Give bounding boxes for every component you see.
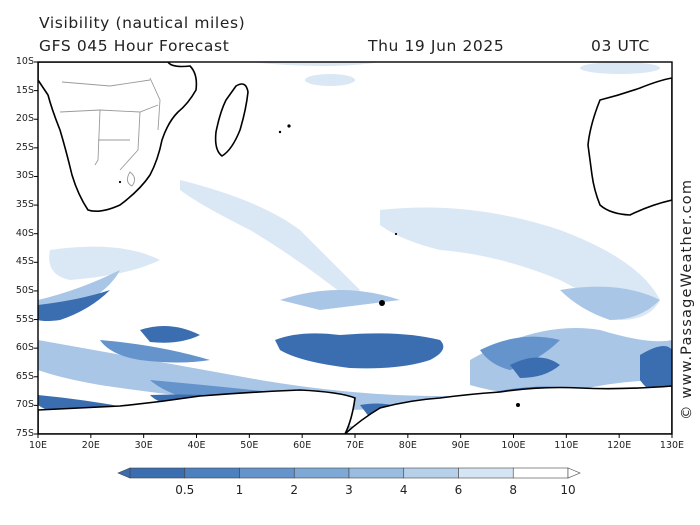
colorbar-swatch bbox=[458, 467, 514, 479]
longitude-label: 10E bbox=[28, 440, 48, 451]
colorbar-swatch bbox=[129, 467, 186, 479]
latitude-label: 65S bbox=[15, 370, 34, 382]
latitude-label: 30S bbox=[15, 170, 34, 182]
latitude-label: 60S bbox=[15, 342, 34, 354]
colorbar-label: 8 bbox=[509, 483, 518, 497]
colorbar-label: 6 bbox=[454, 483, 463, 497]
colorbar-low-arrow bbox=[117, 467, 131, 479]
longitude-label: 100E bbox=[501, 440, 526, 451]
visibility-colorbar bbox=[117, 467, 581, 479]
latitude-label: 10S bbox=[15, 56, 34, 67]
colorbar-swatch bbox=[239, 467, 295, 479]
longitude-label: 50E bbox=[240, 440, 259, 451]
country-borders bbox=[59, 77, 161, 187]
colorbar-high-arrow bbox=[567, 467, 581, 479]
longitude-label: 130E bbox=[659, 440, 685, 451]
map-title: Visibility (nautical miles) bbox=[39, 14, 246, 32]
latitude-label: 50S bbox=[15, 284, 34, 296]
colorbar-swatch bbox=[293, 467, 350, 479]
longitude-label: 120E bbox=[607, 440, 632, 451]
colorbar-label: 0.5 bbox=[175, 483, 195, 497]
latitude-label: 70S bbox=[15, 399, 34, 411]
longitude-label: 40E bbox=[187, 440, 206, 451]
latitude-label: 40S bbox=[15, 227, 34, 239]
colorbar-label: 1 bbox=[235, 483, 244, 497]
forecast-time: 03 UTC bbox=[591, 37, 650, 55]
copyright-text: © www.PassageWeather.com bbox=[679, 178, 695, 420]
latitude-label: 25S bbox=[15, 141, 34, 153]
colorbar-swatch bbox=[403, 467, 459, 479]
latitude-label: 15S bbox=[15, 84, 34, 96]
islands bbox=[118, 124, 520, 407]
longitude-label: 60E bbox=[293, 440, 312, 451]
forecast-label: GFS 045 Hour Forecast bbox=[39, 37, 230, 55]
longitude-label: 80E bbox=[398, 440, 417, 451]
coastlines bbox=[38, 62, 672, 434]
latitude-label: 20S bbox=[15, 113, 34, 125]
forecast-date: Thu 19 Jun 2025 bbox=[368, 37, 505, 55]
colorbar-label: 2 bbox=[290, 483, 299, 497]
latitude-label: 35S bbox=[15, 199, 34, 211]
longitude-label: 70E bbox=[345, 440, 365, 451]
longitude-label: 90E bbox=[451, 440, 470, 451]
colorbar-swatch bbox=[184, 467, 240, 479]
visibility-field bbox=[38, 62, 672, 434]
colorbar-swatch bbox=[348, 467, 405, 479]
longitude-label: 20E bbox=[81, 440, 100, 451]
colorbar-label: 4 bbox=[399, 483, 408, 497]
colorbar-label: 3 bbox=[345, 483, 353, 497]
latitude-label: 55S bbox=[15, 313, 34, 325]
colorbar-label: 10 bbox=[560, 483, 576, 497]
latitude-label: 45S bbox=[15, 256, 34, 268]
longitude-label: 110E bbox=[554, 440, 579, 451]
colorbar-swatch bbox=[512, 467, 569, 479]
longitude-label: 30E bbox=[134, 440, 153, 451]
axis-ticks bbox=[34, 61, 673, 438]
latitude-label: 75S bbox=[15, 428, 34, 439]
